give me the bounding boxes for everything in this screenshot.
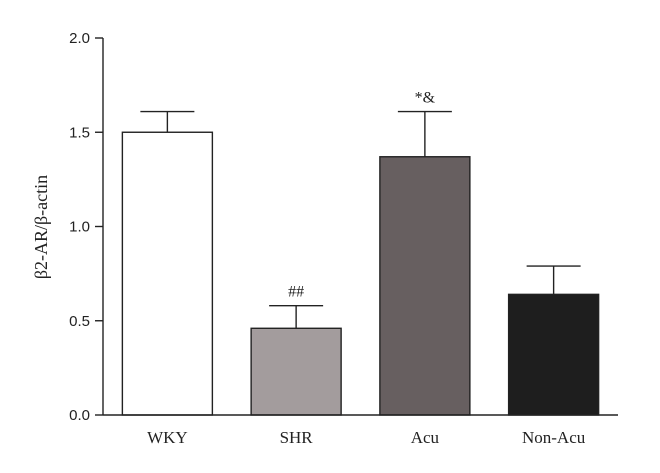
x-tick-labels-group: WKY SHR Acu Non-Acu xyxy=(147,428,586,447)
y-axis-label: β2-AR/β-actin xyxy=(31,175,51,279)
annotations-group: ## *& xyxy=(288,90,436,301)
bar-wky xyxy=(121,131,214,416)
y-tick-label: 0.0 xyxy=(69,407,90,424)
y-tick-label: 2.0 xyxy=(69,30,90,47)
y-tick-label: 1.0 xyxy=(69,219,90,236)
x-tick-label: SHR xyxy=(280,428,314,447)
y-axis-label-group: β2-AR/β-actin xyxy=(31,175,51,279)
y-tick-label: 1.5 xyxy=(69,124,90,141)
x-tick-label: Acu xyxy=(411,428,440,447)
significance-marker: *& xyxy=(415,90,436,107)
y-ticks-group: 0.0 0.5 1.0 1.5 2.0 xyxy=(69,30,103,424)
x-tick-label: WKY xyxy=(147,428,188,447)
bar-acu xyxy=(379,156,471,416)
error-bars-group xyxy=(140,110,581,329)
bar-non-acu xyxy=(507,293,600,416)
y-tick-label: 0.5 xyxy=(69,313,90,330)
significance-marker: ## xyxy=(288,284,304,301)
bar-shr xyxy=(250,327,342,416)
x-tick-label: Non-Acu xyxy=(522,428,586,447)
bars-group xyxy=(121,131,600,416)
